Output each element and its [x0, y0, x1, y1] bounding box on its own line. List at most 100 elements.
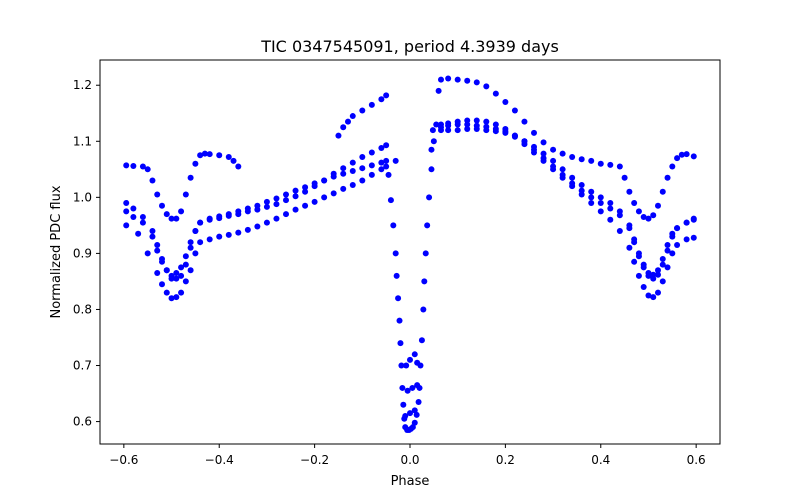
data-point [187, 239, 194, 246]
data-point [149, 227, 156, 234]
data-point [263, 198, 270, 205]
data-point [135, 230, 142, 237]
data-point [502, 99, 509, 106]
data-point [550, 157, 557, 164]
data-point [531, 146, 537, 153]
data-point [192, 160, 199, 167]
chart-title: TIC 0347545091, period 4.3939 days [260, 37, 559, 56]
data-point [631, 239, 638, 246]
data-point [383, 157, 390, 164]
data-point [655, 202, 661, 209]
data-point [163, 211, 170, 218]
data-point [414, 359, 421, 366]
data-point [445, 75, 452, 82]
data-point [438, 121, 444, 128]
data-point [173, 294, 180, 301]
data-point [655, 271, 661, 278]
data-point [359, 107, 366, 114]
data-point [445, 127, 452, 134]
data-point [626, 225, 633, 232]
data-point [421, 278, 428, 285]
data-point [254, 223, 261, 230]
data-point [216, 215, 223, 222]
data-point [407, 410, 413, 417]
data-point [302, 184, 309, 191]
data-point [578, 156, 585, 163]
data-point [349, 168, 356, 174]
data-point [674, 225, 681, 232]
data-point [640, 213, 647, 220]
data-point [428, 146, 435, 153]
data-point [349, 159, 356, 166]
data-point [655, 289, 661, 296]
data-point [511, 107, 518, 114]
data-point [235, 163, 242, 170]
data-point [588, 199, 595, 206]
data-point [163, 267, 170, 274]
data-point [130, 205, 137, 212]
data-point [216, 233, 223, 240]
x-tick-label: 0.2 [496, 453, 515, 467]
data-point [399, 384, 406, 391]
data-point [154, 191, 161, 198]
x-tick-label: 0.4 [591, 453, 610, 467]
y-axis: 0.6 0.7 0.8 0.9 1.0 1.1 1.2 [73, 78, 100, 429]
data-point [492, 128, 499, 135]
data-point [187, 267, 194, 274]
data-point [321, 194, 328, 201]
data-point [182, 191, 189, 198]
data-point [414, 382, 421, 389]
data-point [402, 412, 409, 419]
data-point [690, 215, 697, 222]
data-point [201, 150, 208, 157]
data-point [607, 205, 614, 212]
y-tick-label: 0.6 [73, 415, 92, 429]
data-point [664, 174, 671, 181]
data-point [144, 250, 151, 257]
data-point [178, 208, 185, 215]
data-point [383, 163, 390, 170]
data-point [163, 289, 170, 296]
x-tick-label: −0.2 [300, 453, 329, 467]
data-point [422, 250, 429, 257]
data-point [359, 165, 366, 172]
data-point [398, 362, 405, 369]
data-point [502, 129, 509, 136]
x-axis: −0.6 −0.4 −0.2 0.0 0.2 0.4 0.6 [109, 444, 706, 467]
data-point [429, 127, 436, 134]
data-point [225, 153, 232, 160]
data-point [197, 239, 204, 246]
x-axis-label: Phase [391, 474, 430, 489]
data-point [378, 166, 385, 173]
data-point [216, 152, 223, 159]
data-point [123, 162, 130, 169]
data-point [182, 278, 189, 285]
y-tick-label: 1.1 [73, 134, 92, 148]
data-point [182, 253, 189, 260]
data-point [597, 194, 604, 201]
data-point [607, 199, 614, 206]
data-point [433, 121, 440, 128]
data-point [616, 227, 623, 234]
data-point [635, 253, 642, 260]
data-point [235, 211, 242, 218]
data-point [645, 292, 652, 299]
data-point [292, 187, 299, 194]
data-point [415, 398, 422, 405]
data-point [273, 201, 280, 208]
data-point [669, 163, 676, 170]
data-point [418, 337, 425, 344]
data-point [368, 171, 375, 178]
data-point [645, 215, 652, 222]
data-point [139, 163, 146, 170]
data-point [168, 215, 175, 222]
data-point [263, 219, 270, 226]
data-point [349, 182, 356, 189]
data-point [368, 162, 375, 169]
data-point [559, 171, 566, 178]
data-point [683, 236, 690, 243]
data-point [669, 250, 676, 257]
data-point [655, 267, 661, 274]
